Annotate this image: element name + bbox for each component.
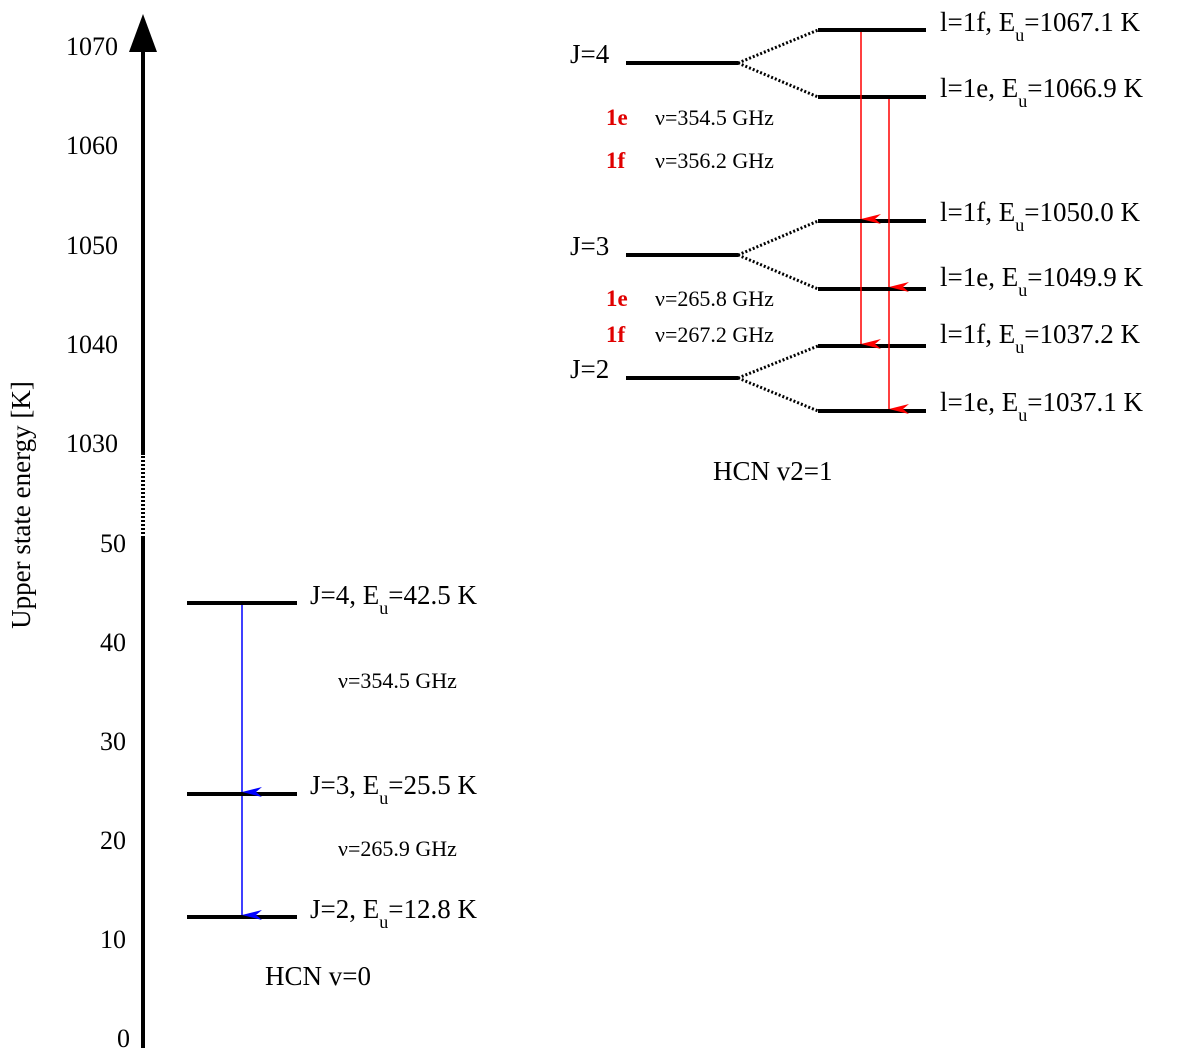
tick-label: 1070 <box>66 32 118 61</box>
connector <box>737 219 819 257</box>
transition-label: ν=265.9 GHz <box>338 836 457 861</box>
tick-label: 20 <box>100 826 126 855</box>
tick-label: 1030 <box>66 429 118 458</box>
connector <box>737 28 819 65</box>
level-label: J=4, Eu=42.5 K <box>310 580 477 618</box>
tick-label: 50 <box>100 529 126 558</box>
j-label: J=3 <box>570 231 609 261</box>
axis-arrow-icon <box>129 14 157 52</box>
energy-axis <box>129 14 157 1048</box>
sublevel-label: l=1f, Eu=1050.0 K <box>940 197 1140 235</box>
splitting-connectors <box>737 28 819 413</box>
transition-tag: 1e <box>606 286 628 311</box>
transition-label: ν=267.2 GHz <box>655 322 774 347</box>
sublevel-label: l=1e, Eu=1037.1 K <box>940 387 1143 425</box>
sublevel-label: l=1f, Eu=1067.1 K <box>940 7 1140 45</box>
level-label: J=2, Eu=12.8 K <box>310 894 477 932</box>
tick-label: 30 <box>100 727 126 756</box>
transition-tag: 1e <box>606 105 628 130</box>
j-label: J=2 <box>570 354 609 384</box>
transition-tag: 1f <box>606 322 626 347</box>
level-label: J=3, Eu=25.5 K <box>310 770 477 808</box>
panel-title: HCN v2=1 <box>713 456 832 486</box>
sublevel-label: l=1e, Eu=1049.9 K <box>940 262 1143 300</box>
connector <box>737 61 819 99</box>
transition-label: ν=354.5 GHz <box>655 105 774 130</box>
sublevel-label: l=1e, Eu=1066.9 K <box>940 73 1143 111</box>
v2-ladder: J=4 J=3 J=2 l=1f, Eu=1067.1 K l=1e, Eu=1… <box>570 7 1143 486</box>
j-label: J=4 <box>570 39 610 69</box>
transition-label: ν=354.5 GHz <box>338 668 457 693</box>
tick-label: 1060 <box>66 131 118 160</box>
transition-tag: 1f <box>606 148 626 173</box>
tick-label: 40 <box>100 628 126 657</box>
transition-label: ν=356.2 GHz <box>655 148 774 173</box>
upper-ticks: 1070 1060 1050 1040 1030 <box>66 32 118 458</box>
tick-label: 1050 <box>66 231 118 260</box>
lower-ticks: 50 40 30 20 10 0 <box>100 529 130 1050</box>
v0-ladder: J=4, Eu=42.5 K J=3, Eu=25.5 K J=2, Eu=12… <box>187 580 477 991</box>
sublevel-label: l=1f, Eu=1037.2 K <box>940 319 1140 357</box>
connector <box>737 376 819 413</box>
transition-label: ν=265.8 GHz <box>655 286 774 311</box>
axis-label: Upper state energy [K] <box>6 381 36 629</box>
tick-label: 0 <box>117 1024 130 1050</box>
panel-title: HCN v=0 <box>265 961 371 991</box>
tick-label: 1040 <box>66 330 118 359</box>
connector <box>737 253 819 291</box>
connector <box>737 344 819 380</box>
tick-label: 10 <box>100 925 126 954</box>
